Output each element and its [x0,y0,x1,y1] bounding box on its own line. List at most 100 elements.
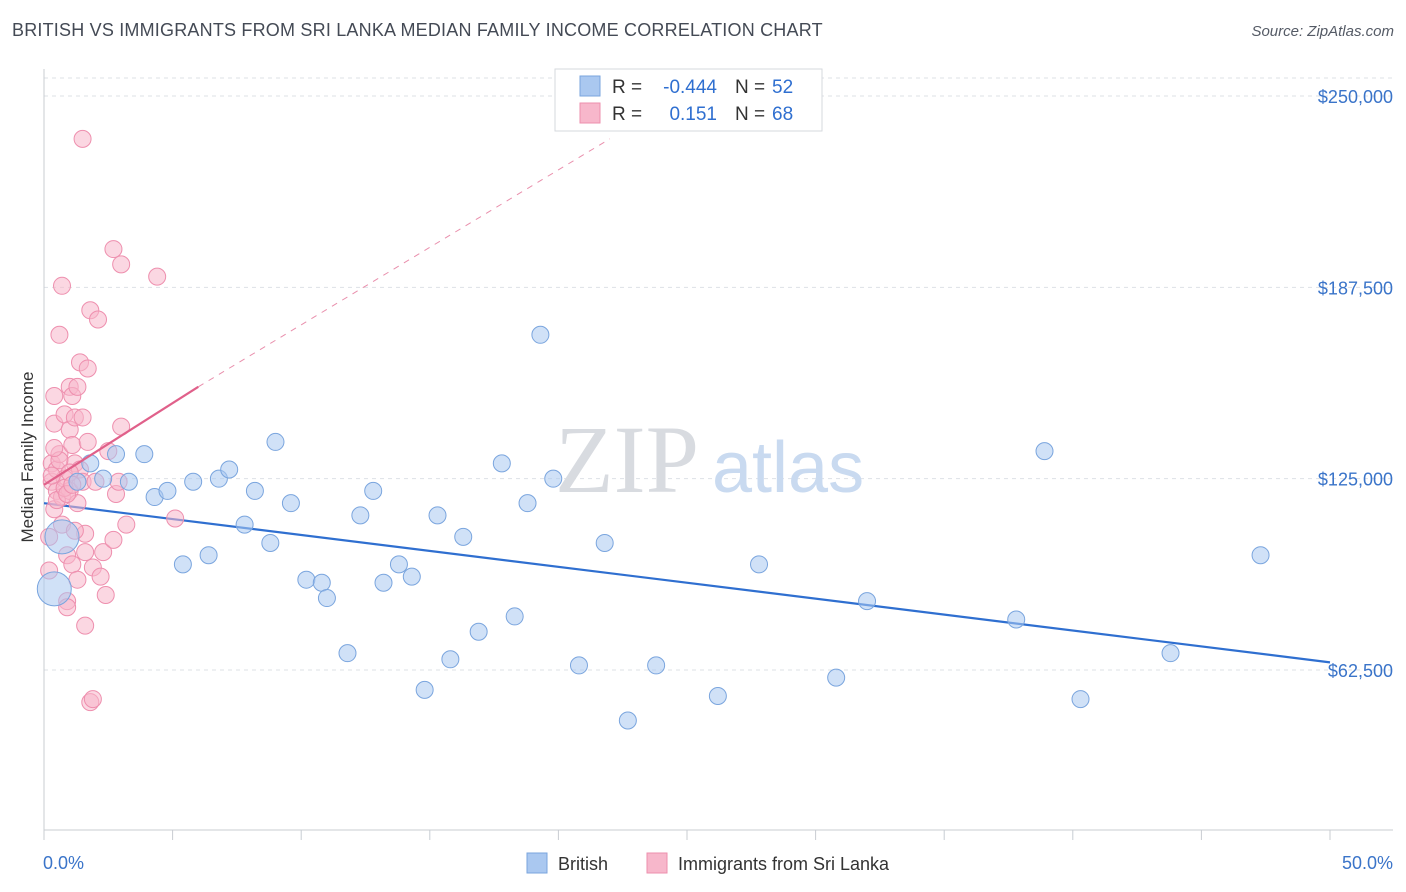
legend-n-label: N = [735,104,765,125]
point-british [135,445,154,464]
bottom-legend-swatch-srilanka [646,852,668,874]
point-british [107,445,126,464]
point-british [858,592,877,611]
point-british [364,481,383,500]
point-srilanka [53,276,72,295]
point-british [317,589,336,608]
source-label: Source: ZipAtlas.com [1251,23,1394,40]
x-tick-label-min: 0.0% [43,853,84,873]
point-british [281,494,300,513]
gridlines [44,77,1393,671]
point-srilanka [104,240,123,259]
point-british [119,472,138,491]
point-srilanka [78,359,97,378]
watermark: ZIP atlas [555,406,864,513]
point-british [374,573,393,592]
point-srilanka [83,690,102,709]
watermark-zip: ZIP [555,406,699,513]
bottom-legend: British Immigrants from Sri Lanka [526,852,890,874]
legend-r-label: R = [612,104,642,125]
axes [43,69,1393,840]
point-british [338,644,357,663]
point-british [618,711,637,730]
legend-r-value: -0.444 [663,77,717,98]
point-british [1071,690,1090,709]
legend-swatch-srilanka [579,102,601,124]
point-british [544,469,563,488]
trend-lines [43,138,1331,664]
legend-swatch-british [579,75,601,97]
point-british [220,460,239,479]
point-british [518,494,537,513]
point-srilanka [148,267,167,286]
point-british [81,454,100,473]
bottom-legend-swatch-british [526,852,548,874]
bottom-legend-label-british: British [558,854,608,874]
point-british [44,519,80,555]
point-srilanka [89,310,108,329]
point-srilanka [76,543,95,562]
point-british [402,567,421,586]
point-british [68,472,87,491]
legend-r-value: 0.151 [669,104,717,125]
point-british [1251,546,1270,565]
chart-title: BRITISH VS IMMIGRANTS FROM SRI LANKA MED… [12,20,823,40]
point-british [415,680,434,699]
point-srilanka [112,255,131,274]
point-srilanka [78,432,97,451]
point-srilanka [63,435,82,454]
point-british [184,472,203,491]
point-british [750,555,769,574]
point-british [94,469,113,488]
point-british [595,533,614,552]
watermark-atlas: atlas [712,428,864,508]
point-british [297,570,316,589]
trend-line-srilanka-extension [198,138,611,388]
point-british [569,656,588,675]
point-srilanka [45,439,64,458]
y-axis-title: Median Family Income [18,371,37,542]
point-british [469,622,488,641]
y-tick-labels: $62,500 $125,000 $187,500 $250,000 [1318,87,1393,681]
point-british [1007,610,1026,629]
y-tick-label: $187,500 [1318,278,1393,298]
point-british [708,687,727,706]
point-srilanka [76,616,95,635]
point-british [1035,442,1054,461]
legend-n-label: N = [735,77,765,98]
point-srilanka [73,408,92,427]
y-tick-label: $62,500 [1328,661,1393,681]
point-british [36,571,72,607]
x-tick-label-max: 50.0% [1342,853,1393,873]
legend-r-label: R = [612,77,642,98]
point-british [827,668,846,687]
point-british [245,481,264,500]
trend-line-srilanka [43,385,199,486]
point-srilanka [91,567,110,586]
data-points [36,129,1270,730]
legend-box: R = -0.444 N = 52 R = 0.151 N = 68 [554,68,823,132]
point-british [492,454,511,473]
point-srilanka [117,515,136,534]
point-srilanka [166,509,185,528]
point-british [266,432,285,451]
point-british [428,506,447,525]
point-srilanka [73,129,92,148]
trend-line-british [43,502,1331,664]
y-tick-label: $250,000 [1318,87,1393,107]
point-british [531,325,550,344]
point-british [261,533,280,552]
y-tick-label: $125,000 [1318,470,1393,490]
point-srilanka [50,325,69,344]
bottom-legend-label-srilanka: Immigrants from Sri Lanka [678,854,890,874]
point-srilanka [94,543,113,562]
point-british [389,555,408,574]
legend-n-value: 68 [772,104,793,125]
point-british [199,546,218,565]
point-british [351,506,370,525]
legend-n-value: 52 [772,77,793,98]
point-british [505,607,524,626]
point-srilanka [96,585,115,604]
point-british [173,555,192,574]
